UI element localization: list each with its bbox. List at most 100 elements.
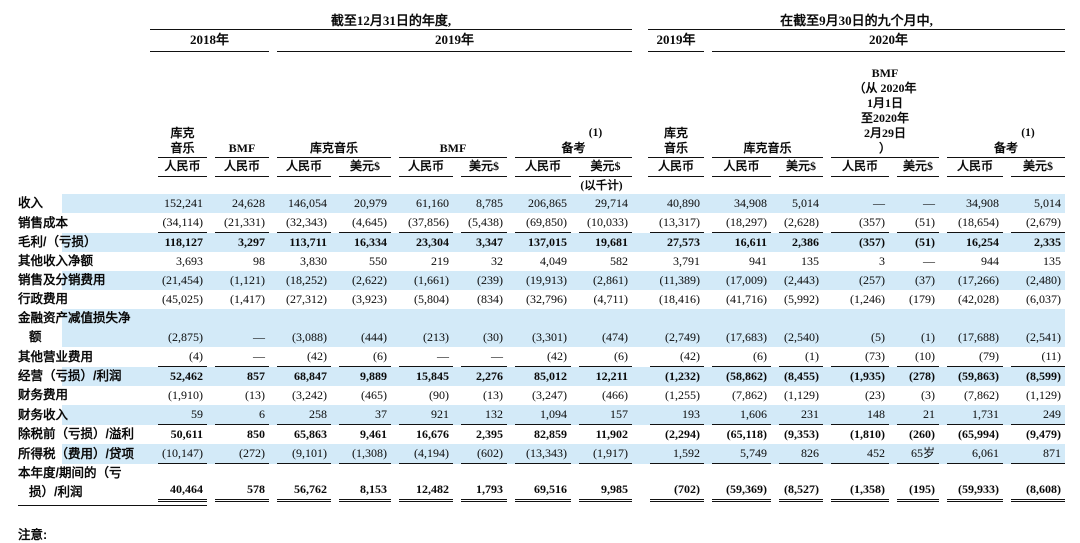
year-2019-annual-label: 2019年: [277, 30, 633, 52]
value-cell: (37,856): [391, 213, 453, 233]
year-2019-annual-cell: 2019年: [269, 30, 633, 52]
value-cell: (834): [477, 292, 503, 306]
annual-period-cell: 截至12月31日的年度,: [150, 13, 633, 30]
value-cell: (4,194): [391, 444, 453, 464]
value-cell: (179): [909, 292, 936, 306]
value-cell: —: [823, 194, 890, 213]
value-cell: 37: [331, 405, 391, 425]
value-cell: (1,308): [331, 444, 391, 464]
value-cell: (42): [269, 347, 331, 367]
value-cell: (1,935): [823, 367, 890, 386]
entity-group-header: 库克音乐: [150, 52, 207, 158]
value-cell: 16,254: [939, 233, 1004, 252]
header-spacer: [18, 158, 150, 177]
value-cell: (17,688): [939, 309, 1004, 347]
value-cell: 16,676: [416, 427, 449, 441]
table-row: 财务费用 (1,910) (13) (3,242) (465) (90) (13) (3,24…: [18, 386, 1065, 405]
entity-group-header: (1) 备考: [507, 52, 633, 158]
interim-period-cell: 在截至9月30日的九个月中,: [632, 13, 1066, 30]
value-cell: 118,127: [150, 233, 207, 252]
value-cell: 6: [207, 405, 269, 425]
value-cell: 157: [571, 405, 633, 425]
value-cell: 8,153: [331, 464, 391, 502]
currency-header: 美元$: [571, 158, 633, 177]
value-cell: (4,711): [593, 292, 629, 306]
value-cell: (702): [632, 464, 705, 502]
value-cell: (2,480): [1003, 271, 1066, 290]
value-cell: (1,358): [823, 464, 890, 502]
entity-name-line: （从 2020年: [853, 81, 917, 95]
table-row: 除税前（亏损）/溢利 50,611 850 65,863 9,461 16,676 2,39…: [18, 425, 1065, 444]
note-label: 注意:: [18, 528, 48, 542]
value-cell: (474): [571, 309, 633, 347]
value-cell: (10): [889, 347, 940, 367]
value-cell: 3,830: [300, 254, 327, 268]
value-cell: (18,416): [659, 292, 701, 306]
value-cell: —: [889, 194, 940, 213]
value-cell: (9,353): [784, 427, 820, 441]
value-cell: (9,101): [269, 444, 331, 464]
table-row: 毛利/（亏损） 118,127 3,297 113,711 16,334 23,304 3,…: [18, 233, 1066, 252]
value-cell: 12,482: [391, 464, 453, 502]
year-header-row: 2018年 2019年 2019年 2020年: [18, 30, 1066, 52]
value-cell: (8,599): [1003, 367, 1066, 386]
income-statement-table: 截至12月31日的年度, 在截至9月30日的九个月中, 2018年 2019年 …: [18, 13, 1066, 502]
value-cell: (1,810): [850, 427, 886, 441]
value-cell: (5,992): [784, 292, 820, 306]
entity-name-line: 库克: [664, 126, 689, 140]
entity-header-row: 库克 音乐 BMF 库克音乐 BMF (1) 备考 库克 音乐 库克音乐 BMF （从 2020年 1月…: [18, 52, 1066, 158]
value-cell: (1,255): [665, 388, 701, 402]
value-cell: 137,015: [507, 233, 571, 252]
thousands-note: (以千计): [580, 180, 623, 192]
row-label: 经营（亏损）/利润: [18, 367, 150, 386]
value-cell: (272): [207, 444, 269, 464]
value-cell: (1,910): [168, 388, 203, 402]
value-cell: 135: [801, 254, 820, 268]
period-header-row: 截至12月31日的年度, 在截至9月30日的九个月中,: [18, 13, 1066, 30]
value-cell: 20,979: [331, 194, 391, 213]
entity-name-line: 2月29日: [864, 126, 907, 140]
value-cell: (1,917): [571, 444, 633, 464]
row-label: 除税前（亏损）/溢利: [18, 427, 134, 441]
year-2019-interim-label: 2019年: [648, 30, 705, 52]
value-cell: (465): [361, 388, 387, 402]
table-row: 财务收入 59 6 258 37 921 132 1,094 157 193 1,606 231 148…: [18, 405, 1066, 425]
thousands-note-row: (以千计): [18, 177, 1065, 194]
value-cell: 1,606: [704, 405, 772, 425]
value-cell: (6): [704, 347, 772, 367]
entity-group-header: (1) 备考: [939, 52, 1066, 158]
value-cell: 871: [1003, 444, 1066, 464]
value-cell: 3,347: [453, 233, 507, 252]
entity-name-line: 至2020年: [861, 111, 910, 125]
value-cell: (1): [889, 309, 940, 347]
value-cell: (3,247): [532, 388, 567, 402]
entity-group-header: BMF: [391, 52, 507, 158]
table-row: 经营（亏损）/利润 52,462 857 68,847 9,889 15,845 2,276…: [18, 367, 1066, 386]
spacer-cell: [150, 177, 571, 194]
value-cell: (10,033): [571, 213, 633, 233]
value-cell: (42): [507, 347, 571, 367]
value-cell: 16,611: [704, 233, 772, 252]
value-cell: 206,865: [507, 194, 571, 213]
value-cell: 132: [453, 405, 507, 425]
value-cell: (357): [823, 233, 890, 252]
value-cell: 5,014: [771, 194, 824, 213]
entity-group-header: 库克音乐: [269, 52, 391, 158]
header-spacer: [18, 52, 150, 158]
value-cell: 15,845: [391, 367, 453, 386]
value-cell: (9,479): [1026, 427, 1062, 441]
value-cell: 941: [749, 254, 768, 268]
year-2019-interim-cell: 2019年: [632, 30, 705, 52]
entity-name-line: 库克: [170, 126, 195, 140]
value-cell: 8,785: [453, 194, 507, 213]
value-cell: (7,862): [964, 388, 1000, 402]
year-2018-label: 2018年: [150, 30, 269, 52]
annual-period-title: 截至12月31日的年度,: [150, 13, 633, 30]
value-cell: (34,114): [150, 213, 207, 233]
row-label: 销售成本: [18, 216, 69, 230]
header-spacer: [18, 177, 150, 194]
currency-header: 美元$: [1003, 158, 1066, 177]
value-cell: 4,049: [540, 254, 567, 268]
entity-name-line: 1月1日: [867, 96, 904, 110]
